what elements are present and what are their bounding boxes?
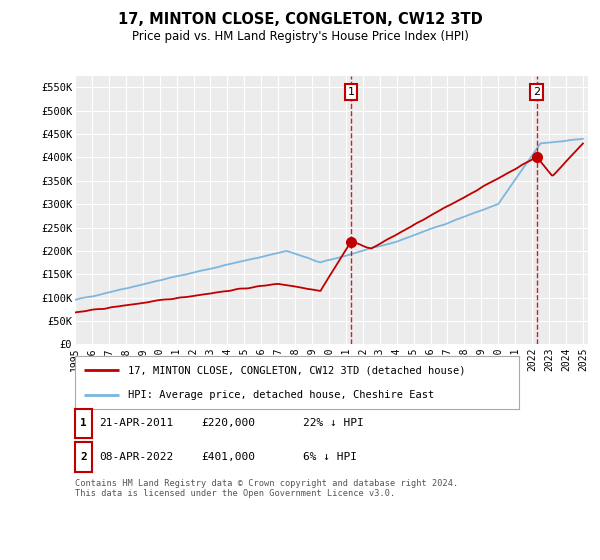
Text: 1: 1 — [80, 418, 87, 428]
Text: 22% ↓ HPI: 22% ↓ HPI — [303, 418, 364, 428]
Text: 08-APR-2022: 08-APR-2022 — [99, 452, 173, 462]
Text: £401,000: £401,000 — [201, 452, 255, 462]
Text: 2: 2 — [533, 87, 540, 97]
Text: HPI: Average price, detached house, Cheshire East: HPI: Average price, detached house, Ches… — [128, 390, 434, 400]
Text: 6% ↓ HPI: 6% ↓ HPI — [303, 452, 357, 462]
Text: 17, MINTON CLOSE, CONGLETON, CW12 3TD: 17, MINTON CLOSE, CONGLETON, CW12 3TD — [118, 12, 482, 27]
Text: £220,000: £220,000 — [201, 418, 255, 428]
Text: 21-APR-2011: 21-APR-2011 — [99, 418, 173, 428]
Text: 1: 1 — [347, 87, 355, 97]
Text: 2: 2 — [80, 452, 87, 462]
Text: Price paid vs. HM Land Registry's House Price Index (HPI): Price paid vs. HM Land Registry's House … — [131, 30, 469, 44]
Text: 17, MINTON CLOSE, CONGLETON, CW12 3TD (detached house): 17, MINTON CLOSE, CONGLETON, CW12 3TD (d… — [128, 366, 466, 376]
Text: Contains HM Land Registry data © Crown copyright and database right 2024.
This d: Contains HM Land Registry data © Crown c… — [75, 479, 458, 498]
